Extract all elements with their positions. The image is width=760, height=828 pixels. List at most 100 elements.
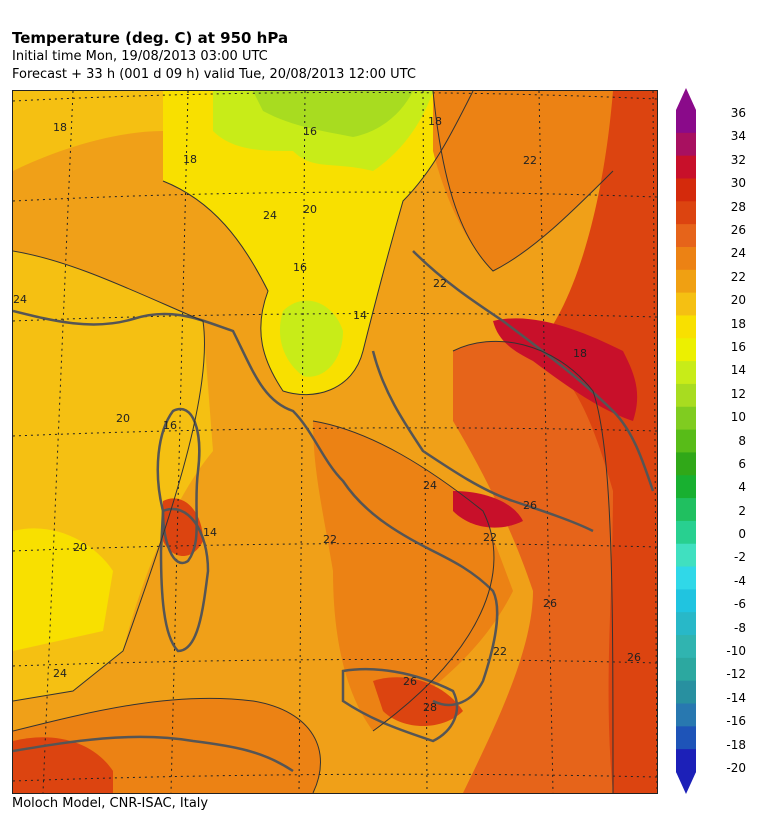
colorbar-segment bbox=[676, 224, 696, 248]
colorbar-segment bbox=[676, 589, 696, 613]
field-18-20-alps bbox=[163, 91, 473, 395]
colorbar-tick-label: 10 bbox=[730, 410, 746, 425]
field-26-28-balkans bbox=[453, 341, 613, 793]
colorbar-segment bbox=[676, 635, 696, 659]
contour-label: 24 bbox=[13, 293, 27, 306]
colorbar-tick-label: 14 bbox=[730, 363, 746, 378]
colorbar-segment bbox=[676, 452, 696, 476]
chart-header: Temperature (deg. C) at 950 hPa Initial … bbox=[12, 28, 416, 84]
colorbar-segment bbox=[676, 361, 696, 385]
forecast-valid-time: Forecast + 33 h (001 d 09 h) valid Tue, … bbox=[12, 67, 416, 82]
isotherm-line bbox=[162, 91, 474, 396]
field-28-30-east bbox=[533, 91, 657, 793]
map-canvas: 18 18 18 16 14 16 24 20 22 24 16 14 20 1… bbox=[13, 91, 657, 793]
latitude-line bbox=[13, 658, 657, 667]
colorbar-tick-label: -6 bbox=[734, 597, 746, 612]
isotherm-line bbox=[13, 250, 206, 702]
colorbar-bottom-arrow bbox=[676, 772, 696, 794]
colorbar bbox=[676, 88, 696, 794]
colorbar-tick-label: -8 bbox=[734, 620, 746, 635]
isotherm-line bbox=[432, 91, 614, 272]
contour-label: 22 bbox=[433, 277, 447, 290]
colorbar-segment bbox=[676, 292, 696, 316]
contour-label: 26 bbox=[627, 651, 641, 664]
colorbar-segment bbox=[676, 703, 696, 727]
colorbar-segment bbox=[676, 269, 696, 294]
chart-title: Temperature (deg. C) at 950 hPa bbox=[12, 29, 289, 47]
model-credit: Moloch Model, CNR-ISAC, Italy bbox=[12, 796, 209, 811]
latitude-line bbox=[13, 773, 657, 782]
contour-label: 22 bbox=[493, 645, 507, 658]
colorbar-tick-label: -10 bbox=[726, 644, 746, 659]
sardinia-coastline bbox=[159, 507, 210, 653]
contour-label: 18 bbox=[573, 347, 587, 360]
field-26-28-sardinia bbox=[163, 498, 203, 556]
contour-label: 20 bbox=[73, 541, 87, 554]
contour-label: 20 bbox=[116, 412, 130, 425]
field-20-22-north bbox=[13, 91, 163, 171]
colorbar-segment bbox=[676, 132, 696, 157]
contour-label: 26 bbox=[523, 499, 537, 512]
colorbar-tick-label: 8 bbox=[738, 433, 746, 448]
colorbar-segment bbox=[676, 498, 696, 522]
colorbar-tick-label: 12 bbox=[730, 386, 746, 401]
colorbar-tick-label: 30 bbox=[730, 176, 746, 191]
balkan-coastline bbox=[412, 250, 655, 492]
field-30-32-apulia bbox=[453, 491, 523, 528]
colorbar-segment bbox=[676, 429, 696, 453]
colorbar-tick-label: 24 bbox=[730, 246, 746, 261]
contour-label: 18 bbox=[428, 115, 442, 128]
contour-label: 28 bbox=[423, 701, 437, 714]
contour-label: 26 bbox=[543, 597, 557, 610]
contour-label: 18 bbox=[53, 121, 67, 134]
colorbar-tick-label: -4 bbox=[734, 573, 746, 588]
latitude-line bbox=[13, 313, 657, 322]
graticule bbox=[13, 91, 657, 793]
colorbar-tick-label: 34 bbox=[730, 129, 746, 144]
contour-label: 16 bbox=[293, 261, 307, 274]
contour-label: 16 bbox=[303, 125, 317, 138]
latitude-line bbox=[13, 91, 657, 102]
colorbar-segment bbox=[676, 155, 696, 179]
colorbar-segment bbox=[676, 566, 696, 590]
colorbar-top-arrow bbox=[676, 88, 696, 110]
north-africa-coastline bbox=[13, 735, 294, 773]
colorbar-segment bbox=[676, 110, 696, 134]
colorbar-tick-label: -12 bbox=[726, 667, 746, 682]
isotherm-labels: 18 18 18 16 14 16 24 20 22 24 16 14 20 1… bbox=[13, 115, 641, 714]
contour-label: 26 bbox=[403, 675, 417, 688]
colorbar-segment bbox=[676, 657, 696, 682]
colorbar-tick-label: 26 bbox=[730, 222, 746, 237]
adriatic-coastline bbox=[371, 350, 594, 533]
field-14-16-po bbox=[279, 300, 343, 377]
colorbar-segment bbox=[676, 726, 696, 750]
colorbar-tick-label: -16 bbox=[726, 714, 746, 729]
contour-label: 22 bbox=[483, 531, 497, 544]
colorbar-segment bbox=[676, 338, 696, 362]
italy-west-coastline bbox=[13, 309, 499, 707]
temperature-map: 18 18 18 16 14 16 24 20 22 24 16 14 20 1… bbox=[12, 90, 658, 794]
contour-label: 22 bbox=[323, 533, 337, 546]
colorbar-segment bbox=[676, 315, 696, 339]
field-12-14-alps bbox=[253, 91, 413, 137]
colorbar-tick-label: 0 bbox=[738, 527, 746, 542]
colorbar-tick-label: -20 bbox=[726, 761, 746, 775]
colorbar-tick-label: 4 bbox=[738, 480, 746, 495]
colorbar-tick-label: 2 bbox=[738, 503, 746, 518]
colorbar-tick-label: -2 bbox=[734, 550, 746, 565]
colorbar-tick-label: 28 bbox=[730, 199, 746, 214]
colorbar-segment bbox=[676, 246, 696, 271]
field-24-26-ne bbox=[433, 91, 613, 271]
latitude-line bbox=[13, 427, 657, 437]
colorbar-tick-label: 22 bbox=[730, 269, 746, 284]
isotherms bbox=[13, 91, 614, 793]
latitude-line bbox=[13, 543, 657, 552]
contour-label: 18 bbox=[183, 153, 197, 166]
colorbar-tick-label: 16 bbox=[730, 339, 746, 354]
colorbar-segments bbox=[676, 88, 696, 794]
colorbar-segment bbox=[676, 475, 696, 499]
colorbar-tick-label: 32 bbox=[730, 152, 746, 167]
colorbar-tick-label: 18 bbox=[730, 316, 746, 331]
colorbar-tick-label: -14 bbox=[726, 690, 746, 705]
coastlines bbox=[13, 250, 655, 773]
